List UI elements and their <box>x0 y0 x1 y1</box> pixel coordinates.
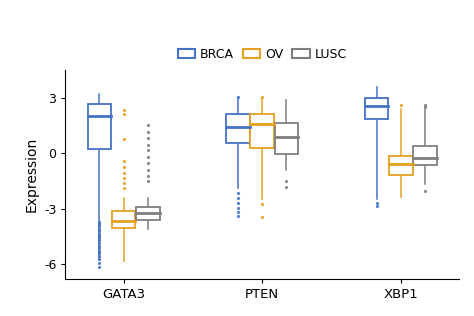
Bar <box>365 99 388 119</box>
Bar <box>88 104 111 149</box>
Bar <box>413 146 437 165</box>
Legend: BRCA, OV, LUSC: BRCA, OV, LUSC <box>173 43 352 66</box>
Bar <box>226 114 250 143</box>
Bar <box>136 207 160 220</box>
Bar <box>389 156 412 175</box>
Y-axis label: Expression: Expression <box>25 137 38 212</box>
Bar <box>275 123 298 154</box>
Bar <box>112 211 136 228</box>
Bar <box>250 114 274 148</box>
